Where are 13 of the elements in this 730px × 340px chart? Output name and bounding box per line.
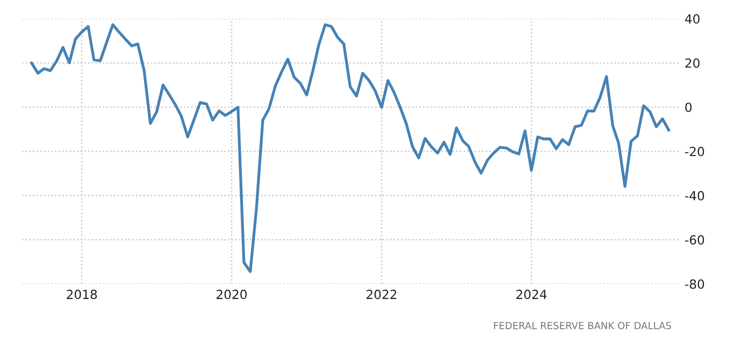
x-tick-label: 2022 (366, 290, 396, 300)
x-tick-label: 2024 (516, 290, 547, 300)
y-tick-label: 0 (685, 102, 692, 112)
y-tick-label: 20 (685, 58, 700, 68)
line-series (30, 23, 670, 273)
x-tick-label: 2020 (216, 290, 247, 300)
y-tick-label: -60 (685, 235, 704, 245)
y-tick-label: -80 (685, 279, 704, 289)
y-tick-label: -20 (685, 146, 704, 156)
x-tick-label: 2018 (66, 290, 97, 300)
text: FEDERAL RESERVE BANK OF DALLAS (494, 322, 672, 330)
y-tick-label: -40 (685, 190, 704, 200)
y-tick-label: 40 (685, 14, 700, 24)
